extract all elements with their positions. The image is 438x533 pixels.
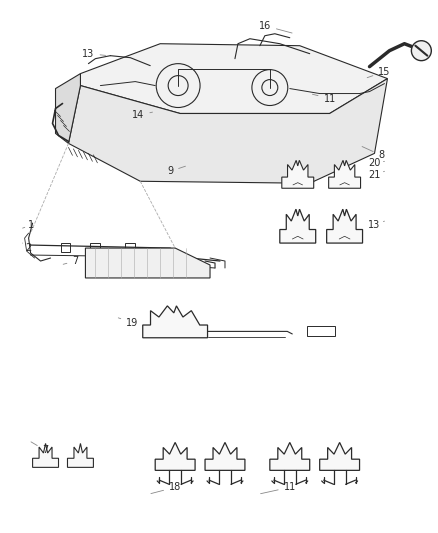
Text: 14: 14	[132, 110, 152, 120]
Text: 13: 13	[367, 220, 384, 230]
Polygon shape	[326, 209, 362, 243]
Bar	[307, 326, 334, 336]
Bar	[90, 243, 100, 252]
Text: 20: 20	[367, 158, 384, 168]
Polygon shape	[67, 443, 93, 467]
Polygon shape	[155, 442, 194, 470]
Polygon shape	[142, 306, 207, 338]
Text: 13: 13	[82, 49, 106, 59]
Bar	[60, 243, 71, 252]
Polygon shape	[328, 160, 360, 188]
Text: 11: 11	[260, 482, 295, 494]
Polygon shape	[279, 209, 315, 243]
Text: 19: 19	[118, 318, 138, 328]
Text: 1: 1	[23, 220, 34, 230]
Text: 11: 11	[312, 93, 335, 103]
Polygon shape	[319, 442, 359, 470]
Polygon shape	[68, 78, 387, 183]
Circle shape	[156, 63, 200, 108]
Text: 8: 8	[361, 147, 384, 160]
Circle shape	[261, 79, 277, 95]
Text: 21: 21	[367, 170, 384, 180]
Text: 16: 16	[258, 21, 291, 33]
Polygon shape	[85, 248, 209, 278]
Polygon shape	[205, 442, 244, 470]
Bar	[125, 243, 135, 252]
Text: 2: 2	[23, 243, 32, 253]
Circle shape	[251, 70, 287, 106]
Text: 15: 15	[366, 67, 390, 78]
Polygon shape	[281, 160, 313, 188]
Text: 7: 7	[63, 256, 78, 266]
Text: 7: 7	[31, 442, 49, 455]
Polygon shape	[269, 442, 309, 470]
Polygon shape	[80, 44, 387, 114]
Text: 9: 9	[167, 166, 185, 176]
Polygon shape	[32, 443, 58, 467]
Polygon shape	[55, 74, 80, 143]
Circle shape	[168, 76, 187, 95]
Text: 18: 18	[151, 482, 181, 494]
Circle shape	[410, 41, 431, 61]
